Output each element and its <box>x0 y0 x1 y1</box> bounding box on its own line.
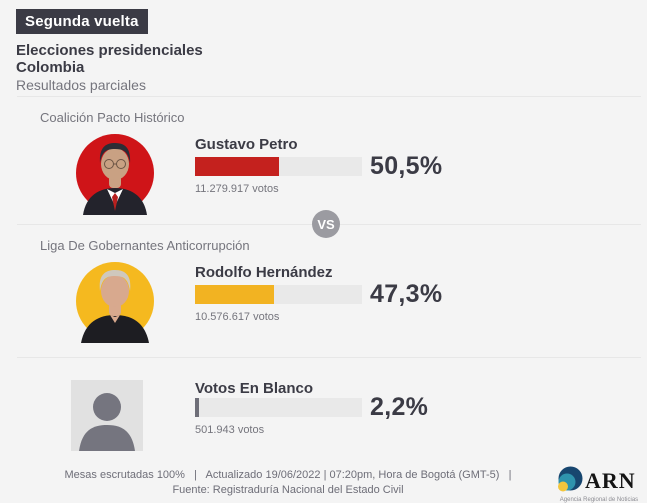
section-divider <box>17 357 641 358</box>
result-row-blanco: Votos En Blanco 2,2% 501.943 votos <box>0 380 647 451</box>
arn-logo-tagline: Agencia Regional de Noticias <box>559 497 639 503</box>
votes-label-blanco: 501.943 votos <box>195 424 265 436</box>
result-bar-blanco: 2,2% <box>195 393 428 421</box>
person-silhouette-icon <box>71 380 143 451</box>
footer-line2: Fuente: Registraduría Nacional del Estad… <box>172 484 404 496</box>
footer-source-text: Mesas escrutadas 100% | Actualizado 19/0… <box>0 468 576 498</box>
result-row-hernandez: Rodolfo Hernández 47,3% 10.576.617 votos <box>0 261 647 343</box>
candidate-name-petro: Gustavo Petro <box>195 136 298 153</box>
bar-fill-blanco <box>195 398 199 417</box>
arn-logo-text: ARN <box>585 468 636 493</box>
candidate-name-hernandez: Rodolfo Hernández <box>195 264 333 281</box>
header-divider <box>17 96 641 97</box>
bar-track-blanco <box>195 398 362 417</box>
blanco-label: Votos En Blanco <box>195 380 314 397</box>
hernandez-portrait-illustration <box>76 262 154 343</box>
percent-label-hernandez: 47,3% <box>370 280 443 308</box>
footer-line1: Mesas escrutadas 100% | Actualizado 19/0… <box>64 469 512 481</box>
votes-label-hernandez: 10.576.617 votos <box>195 311 280 323</box>
arn-logo: ARN Agencia Regional de Noticias <box>555 466 643 503</box>
page-title-line1: Elecciones presidenciales <box>16 42 203 59</box>
percent-label-blanco: 2,2% <box>370 393 429 421</box>
bar-fill-petro <box>195 157 280 176</box>
blank-vote-avatar <box>71 380 143 451</box>
party-label-petro: Coalición Pacto Histórico <box>40 110 185 125</box>
result-info-blanco: Votos En Blanco 2,2% 501.943 votos <box>195 380 428 451</box>
page-title: Elecciones presidenciales Colombia <box>16 42 647 76</box>
petro-portrait-illustration <box>76 134 154 215</box>
candidate-photo-hernandez <box>73 261 157 343</box>
result-info-hernandez: Rodolfo Hernández 47,3% 10.576.617 votos <box>195 261 442 343</box>
vs-divider: VS <box>17 210 641 238</box>
bar-track-petro <box>195 157 362 176</box>
party-label-hernandez: Liga De Gobernantes Anticorrupción <box>40 238 250 253</box>
bar-track-hernandez <box>195 285 362 304</box>
round-badge: Segunda vuelta <box>16 9 148 34</box>
bar-fill-hernandez <box>195 285 274 304</box>
arn-logo-icon <box>558 466 583 492</box>
footer: Mesas escrutadas 100% | Actualizado 19/0… <box>0 466 647 503</box>
result-info-petro: Gustavo Petro 50,5% 11.279.917 votos <box>195 133 442 215</box>
candidate-photo-petro <box>73 133 157 215</box>
votes-label-petro: 11.279.917 votos <box>195 183 279 195</box>
arn-logo-top: ARN <box>555 466 643 496</box>
result-row-petro: Gustavo Petro 50,5% 11.279.917 votos <box>0 133 647 215</box>
page-title-line2: Colombia <box>16 59 85 76</box>
percent-label-petro: 50,5% <box>370 152 443 180</box>
result-bar-petro: 50,5% <box>195 152 442 180</box>
result-bar-hernandez: 47,3% <box>195 280 442 308</box>
page-subtitle: Resultados parciales <box>16 77 146 93</box>
vs-badge: VS <box>312 210 340 238</box>
